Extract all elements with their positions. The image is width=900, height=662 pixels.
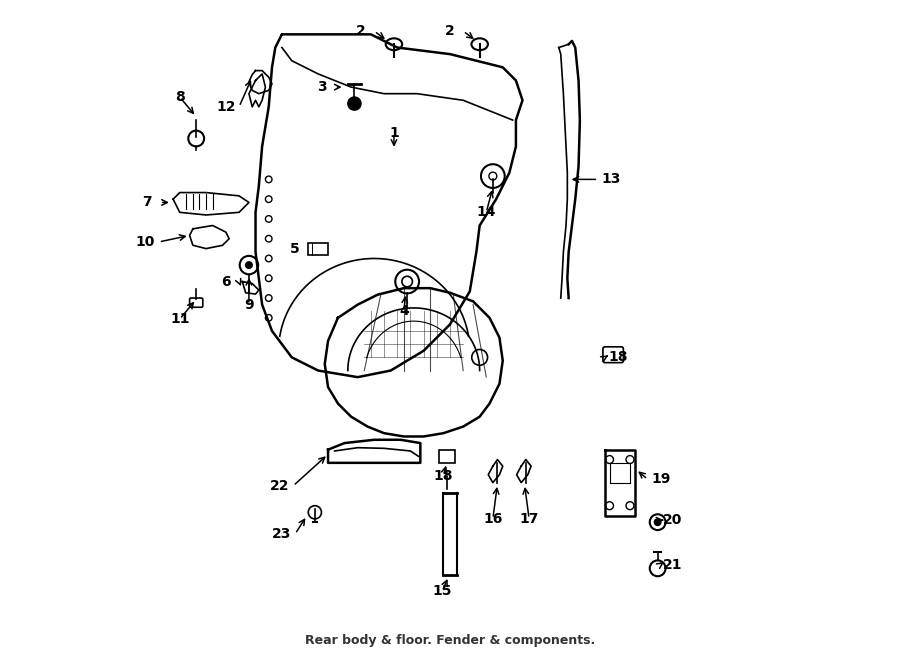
Text: 15: 15 xyxy=(432,585,452,598)
FancyBboxPatch shape xyxy=(603,347,624,363)
Text: 21: 21 xyxy=(663,558,682,572)
Text: 19: 19 xyxy=(652,472,670,487)
Circle shape xyxy=(246,261,252,268)
Text: 17: 17 xyxy=(519,512,539,526)
Circle shape xyxy=(654,519,661,526)
Text: 2: 2 xyxy=(356,24,366,38)
Text: 11: 11 xyxy=(170,312,190,326)
Text: Rear body & floor. Fender & components.: Rear body & floor. Fender & components. xyxy=(305,634,595,647)
Text: 18: 18 xyxy=(434,469,454,483)
Text: 4: 4 xyxy=(399,305,409,318)
Circle shape xyxy=(347,97,361,110)
Text: 1: 1 xyxy=(389,126,399,140)
Text: 3: 3 xyxy=(317,80,327,94)
Text: 9: 9 xyxy=(244,298,254,312)
Text: 22: 22 xyxy=(270,479,290,493)
Bar xyxy=(439,449,455,463)
Text: 6: 6 xyxy=(221,275,230,289)
Text: 20: 20 xyxy=(663,513,682,527)
Text: 8: 8 xyxy=(175,90,184,104)
Text: 7: 7 xyxy=(142,195,151,209)
Text: 12: 12 xyxy=(216,100,236,114)
Text: 14: 14 xyxy=(476,205,496,219)
Text: 10: 10 xyxy=(136,235,155,249)
Text: 13: 13 xyxy=(602,172,621,187)
Text: 16: 16 xyxy=(483,512,502,526)
Text: 5: 5 xyxy=(290,242,300,256)
Text: 23: 23 xyxy=(272,527,292,541)
Text: 2: 2 xyxy=(446,24,454,38)
FancyBboxPatch shape xyxy=(190,298,203,307)
Bar xyxy=(309,244,328,255)
Text: 18: 18 xyxy=(608,350,628,364)
